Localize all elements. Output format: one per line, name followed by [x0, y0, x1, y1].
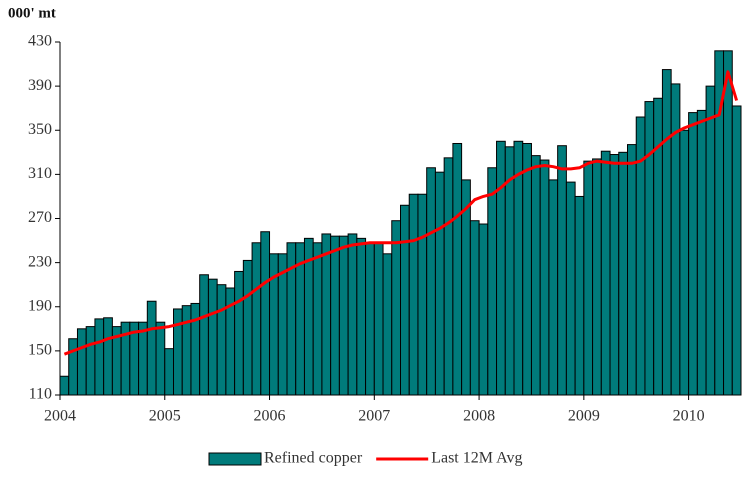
y-tick-label: 190 — [28, 297, 52, 314]
bar — [530, 155, 541, 396]
bar — [426, 167, 436, 396]
bar — [731, 105, 742, 396]
bar — [76, 328, 87, 396]
legend-swatch — [208, 452, 262, 466]
bar — [496, 140, 506, 396]
bar — [338, 235, 349, 396]
bar — [705, 85, 716, 396]
y-tick-label: 430 — [28, 33, 52, 50]
bar — [85, 326, 96, 396]
bar — [164, 348, 174, 396]
bar — [592, 158, 602, 396]
bar — [583, 160, 594, 396]
bar — [487, 167, 498, 396]
bar — [443, 157, 454, 396]
bar — [330, 235, 340, 396]
bar — [234, 270, 244, 396]
bar — [68, 338, 78, 396]
bar — [207, 278, 218, 396]
x-tick-label: 2007 — [358, 408, 390, 425]
bar — [260, 231, 271, 396]
bar — [679, 129, 690, 396]
bar — [190, 302, 201, 396]
bar — [434, 171, 445, 396]
bar — [216, 284, 227, 396]
bar — [94, 318, 105, 396]
bar — [365, 242, 375, 396]
bar — [644, 101, 655, 396]
bar — [539, 159, 550, 396]
bar — [321, 233, 332, 396]
bar — [469, 220, 480, 396]
bar — [199, 274, 209, 396]
x-tick-label: 2004 — [44, 408, 76, 425]
bar — [312, 242, 323, 396]
x-tick-label: 2010 — [673, 408, 705, 425]
y-tick-label: 270 — [28, 209, 52, 226]
legend-label: Last 12M Avg — [431, 450, 522, 467]
bar — [400, 204, 410, 396]
y-tick-label: 110 — [29, 386, 52, 403]
bar — [696, 109, 707, 396]
line — [63, 70, 739, 356]
bar — [347, 233, 358, 396]
bar — [181, 305, 192, 396]
bar — [155, 321, 166, 396]
x-tick-label: 2009 — [568, 408, 600, 425]
bar — [391, 220, 401, 396]
y-tick-label: 390 — [28, 77, 52, 94]
y-tick-label: 310 — [28, 165, 52, 182]
y-tick-label: 230 — [28, 253, 52, 270]
bar — [513, 140, 524, 396]
x-tick-label: 2006 — [254, 408, 286, 425]
bar — [373, 242, 384, 396]
bar — [565, 181, 576, 396]
bar — [417, 193, 428, 396]
bar — [548, 179, 559, 396]
bar — [627, 144, 637, 396]
bar — [618, 151, 628, 396]
legend-label: Refined copper — [264, 450, 363, 467]
bar — [478, 223, 489, 396]
y-tick-label: 150 — [28, 342, 52, 359]
x-tick-label: 2008 — [463, 408, 495, 425]
bar — [452, 142, 463, 396]
bar — [600, 150, 611, 396]
bar — [251, 242, 262, 396]
bar — [382, 253, 393, 396]
bar — [59, 375, 70, 396]
legend: Refined copper Last 12M Avg — [208, 450, 522, 467]
bar — [356, 237, 367, 396]
bar — [574, 195, 585, 396]
y-tick-label: 350 — [28, 121, 52, 138]
bar — [173, 308, 183, 396]
bar — [242, 259, 253, 396]
bar — [522, 142, 532, 396]
bar — [408, 193, 419, 396]
bar — [146, 300, 157, 396]
bar — [138, 321, 148, 396]
bar — [688, 112, 698, 396]
y-axis-label: 000' mt — [8, 5, 56, 21]
bar — [557, 145, 567, 396]
bar — [103, 317, 113, 396]
bar — [609, 154, 620, 396]
bar — [723, 50, 733, 396]
bar — [661, 69, 672, 396]
x-tick-label: 2005 — [149, 408, 181, 425]
